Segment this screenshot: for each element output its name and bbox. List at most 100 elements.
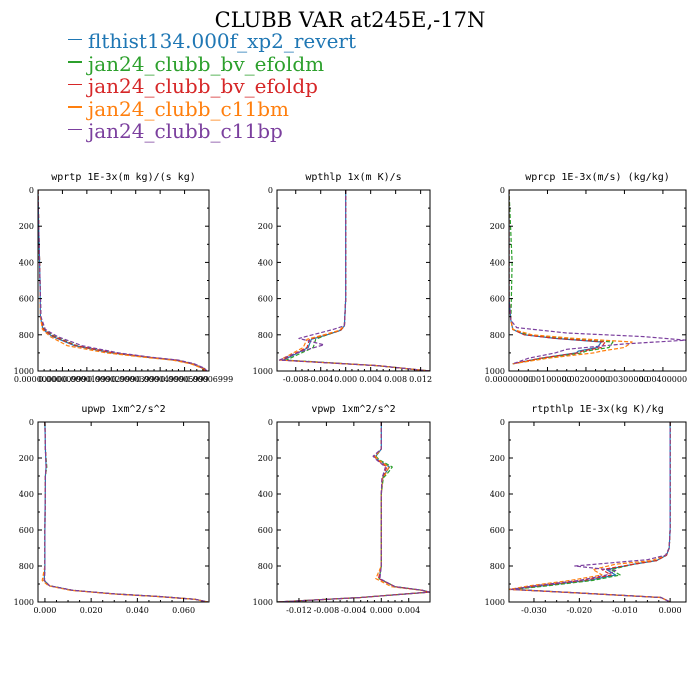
series-line <box>509 422 671 602</box>
x-tick-label: 0.060 <box>172 606 195 615</box>
series-line <box>509 190 633 365</box>
series-line <box>281 190 430 371</box>
x-tick-label: -0.008 <box>314 606 340 615</box>
legend-label: jan24_clubb_c11bm <box>88 96 289 121</box>
legend-swatch <box>68 61 82 63</box>
y-tick-label: 400 <box>490 490 505 499</box>
plot-frame <box>508 189 687 372</box>
x-tick-label: 0.00000000 <box>14 375 62 384</box>
y-tick-label: 400 <box>258 258 273 267</box>
y-tick-label: 400 <box>19 490 34 499</box>
series-group <box>509 422 671 602</box>
series-line <box>509 190 686 365</box>
series-line <box>285 190 430 371</box>
x-tick-label: 0.00300000 <box>600 375 648 384</box>
series-line <box>509 190 606 365</box>
y-tick-label: 600 <box>19 526 34 535</box>
legend-swatch <box>68 106 82 108</box>
x-tick-label: 0.00003999 <box>112 375 160 384</box>
series-line <box>43 422 208 602</box>
y-tick-label: 1000 <box>14 598 34 607</box>
x-tick-label: 0.004 <box>397 606 420 615</box>
series-line <box>509 190 614 365</box>
y-tick-label: 400 <box>19 258 34 267</box>
x-tick-label: 0.00100000 <box>523 375 571 384</box>
y-tick-label: 800 <box>19 562 34 571</box>
y-tick-label: 0 <box>29 186 34 195</box>
x-tick-label: -0.030 <box>521 606 547 615</box>
series-group <box>41 422 208 602</box>
legend-item: jan24_clubb_c11bp <box>68 120 356 143</box>
x-tick-label: 0.00004999 <box>136 375 184 384</box>
x-tick-label: -0.004 <box>341 606 367 615</box>
series-line <box>277 422 430 602</box>
y-tick-label: 0 <box>268 418 273 427</box>
series-line <box>509 422 671 602</box>
y-tick-label: 1000 <box>14 367 34 376</box>
series-group <box>277 422 430 602</box>
y-tick-label: 600 <box>258 526 273 535</box>
plot-panel: wpthlp 1x(m K)/s 0 200 400 600 800 1000 -0.008-… <box>253 172 432 384</box>
x-tick-label: 0.000 <box>33 606 56 615</box>
series-line <box>41 422 208 602</box>
panel-title: upwp 1xm^2/s^2 <box>81 404 165 415</box>
plot-frame <box>276 189 431 372</box>
y-tick-label: 800 <box>490 562 505 571</box>
legend: flthist134.000f_xp2_revert jan24_clubb_b… <box>68 30 356 143</box>
x-tick-label: 0.00000999 <box>38 375 86 384</box>
y-tick-label: 1000 <box>485 367 505 376</box>
x-tick-label: 0.040 <box>126 606 149 615</box>
plot-panel: wprcp 1E-3x(m/s) (kg/kg) 0 200 400 600 800 100… <box>485 172 687 384</box>
series-line <box>512 422 671 602</box>
series-line <box>277 422 430 602</box>
legend-swatch <box>68 83 82 86</box>
x-tick-label: 0.00002999 <box>87 375 135 384</box>
x-tick-label: 0.00400000 <box>639 375 687 384</box>
series-line <box>43 422 208 602</box>
y-tick-label: 800 <box>258 562 273 571</box>
legend-label: flthist134.000f_xp2_revert <box>88 29 356 53</box>
y-tick-label: 800 <box>490 331 505 340</box>
y-tick-label: 400 <box>490 258 505 267</box>
series-group <box>278 190 430 371</box>
y-tick-label: 600 <box>19 295 34 304</box>
series-line <box>277 422 430 602</box>
panel-title: rtpthlp 1E-3x(kg K)/kg <box>531 404 663 415</box>
x-tick-label: 0.004 <box>359 375 382 384</box>
x-tick-label: -0.020 <box>567 606 593 615</box>
y-tick-label: 1000 <box>253 367 273 376</box>
series-line <box>43 422 208 602</box>
y-tick-label: 200 <box>258 454 273 463</box>
y-tick-label: 200 <box>490 454 505 463</box>
y-tick-label: 200 <box>258 222 273 231</box>
plot-frame <box>276 421 431 603</box>
x-tick-label: -0.008 <box>283 375 309 384</box>
plot-frame <box>37 421 210 603</box>
legend-label: jan24_clubb_bv_efoldm <box>88 51 325 76</box>
legend-item: jan24_clubb_bv_efoldp <box>68 75 356 98</box>
y-tick-label: 600 <box>490 526 505 535</box>
series-line <box>277 422 430 602</box>
legend-label: jan24_clubb_bv_efoldp <box>88 74 318 98</box>
legend-swatch <box>68 38 82 41</box>
panel-title: wprtp 1E-3x(m kg)/(s kg) <box>51 172 196 183</box>
y-tick-label: 400 <box>258 490 273 499</box>
x-tick-label: 0.00200000 <box>562 375 610 384</box>
x-tick-label: -0.012 <box>286 606 312 615</box>
x-tick-label: 0.00005999 <box>160 375 208 384</box>
y-tick-label: 0 <box>268 186 273 195</box>
y-tick-label: 600 <box>490 295 505 304</box>
plot-panel: rtpthlp 1E-3x(kg K)/kg 0 200 400 600 800 1000 -… <box>485 404 687 615</box>
x-tick-label: 0.000 <box>334 375 357 384</box>
x-tick-label: 0.000 <box>659 606 682 615</box>
x-tick-label: 0.00001999 <box>63 375 111 384</box>
legend-item: jan24_clubb_c11bm <box>68 96 356 121</box>
series-group <box>38 190 208 371</box>
panel-title: wprcp 1E-3x(m/s) (kg/kg) <box>525 172 670 183</box>
y-tick-label: 800 <box>19 331 34 340</box>
y-tick-label: 1000 <box>485 598 505 607</box>
y-tick-label: 200 <box>490 222 505 231</box>
plot-panel: upwp 1xm^2/s^2 0 200 400 600 800 10000.000 0.02… <box>14 404 210 615</box>
y-tick-label: 200 <box>19 454 34 463</box>
